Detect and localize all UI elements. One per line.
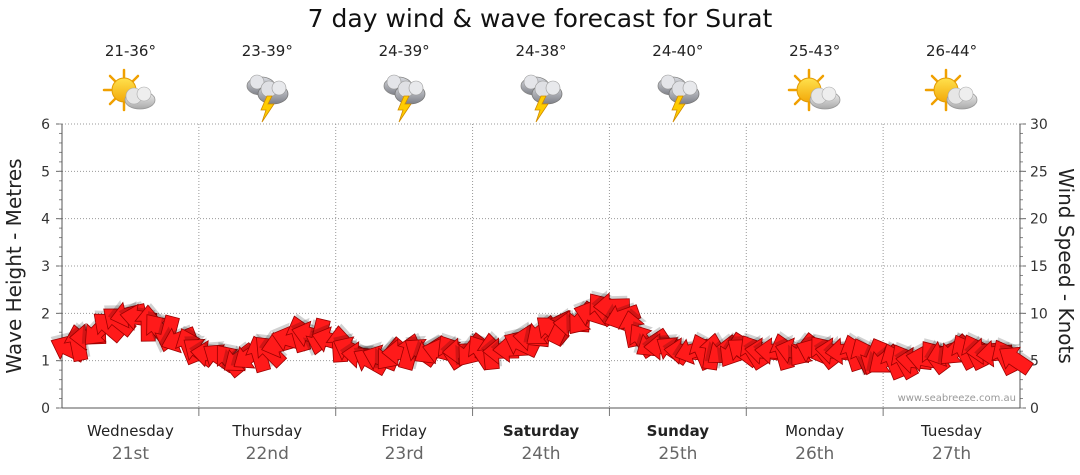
y-left-tick-label: 2 bbox=[41, 306, 50, 322]
y-right-tick-label: 30 bbox=[1030, 117, 1048, 133]
y-right-tick-label: 10 bbox=[1030, 306, 1048, 322]
y-axis-left-label: Wave Height - Metres bbox=[2, 158, 26, 373]
chart-title: 7 day wind & wave forecast for Surat bbox=[307, 4, 773, 33]
y-left-tick-label: 5 bbox=[41, 164, 50, 180]
day-temperature: 23-39° bbox=[241, 42, 293, 60]
day-date-label: 21st bbox=[112, 444, 149, 464]
storm-cloud-icon bbox=[237, 66, 297, 126]
storm-cloud-icon bbox=[374, 66, 434, 126]
day-temperature: 25-43° bbox=[789, 42, 841, 60]
day-name-label: Sunday bbox=[647, 422, 710, 440]
day-temperature: 24-39° bbox=[378, 42, 430, 60]
y-right-tick-label: 25 bbox=[1030, 164, 1048, 180]
day-date-label: 25th bbox=[658, 444, 697, 464]
day-date-label: 27th bbox=[932, 444, 971, 464]
day-temperature: 24-40° bbox=[652, 42, 704, 60]
day-name-label: Monday bbox=[785, 422, 844, 440]
day-date-label: 26th bbox=[795, 444, 834, 464]
storm-cloud-icon bbox=[511, 66, 571, 126]
sun-cloud-icon bbox=[922, 66, 982, 126]
y-left-tick-label: 4 bbox=[41, 212, 50, 228]
y-right-tick-label: 15 bbox=[1030, 259, 1048, 275]
day-name-label: Thursday bbox=[231, 422, 302, 440]
day-temperature: 26-44° bbox=[926, 42, 978, 60]
wind-arrow bbox=[999, 343, 1034, 376]
y-left-tick-label: 0 bbox=[41, 401, 50, 417]
wind-arrows bbox=[50, 290, 1034, 381]
day-name-label: Tuesday bbox=[920, 422, 982, 440]
wind-arrow-shape bbox=[999, 346, 1034, 376]
day-name-label: Saturday bbox=[503, 422, 580, 440]
y-right-tick-label: 20 bbox=[1030, 212, 1048, 228]
day-name-label: Wednesday bbox=[87, 422, 174, 440]
day-temperature: 24-38° bbox=[515, 42, 567, 60]
day-temperature: 21-36° bbox=[104, 42, 156, 60]
y-left-tick-label: 1 bbox=[41, 354, 50, 370]
day-labels: Wednesday 21st Thursday 22nd Friday 23rd Satur… bbox=[87, 422, 982, 464]
y-axis-right-label: Wind Speed - Knots bbox=[1054, 168, 1078, 364]
day-date-label: 24th bbox=[521, 444, 560, 464]
axes: 0 01 52 103 154 205 256 30 bbox=[41, 117, 1048, 417]
sun-cloud-icon bbox=[100, 66, 160, 126]
day-name-label: Friday bbox=[381, 422, 427, 440]
y-right-tick-label: 0 bbox=[1030, 401, 1039, 417]
y-left-tick-label: 6 bbox=[41, 117, 50, 133]
day-date-label: 22nd bbox=[246, 444, 289, 464]
y-right-tick-label: 5 bbox=[1030, 354, 1039, 370]
y-left-tick-label: 3 bbox=[41, 259, 50, 275]
day-date-label: 23rd bbox=[385, 444, 424, 464]
sun-cloud-icon bbox=[785, 66, 845, 126]
storm-cloud-icon bbox=[648, 66, 708, 126]
watermark: www.seabreeze.com.au bbox=[898, 393, 1016, 404]
